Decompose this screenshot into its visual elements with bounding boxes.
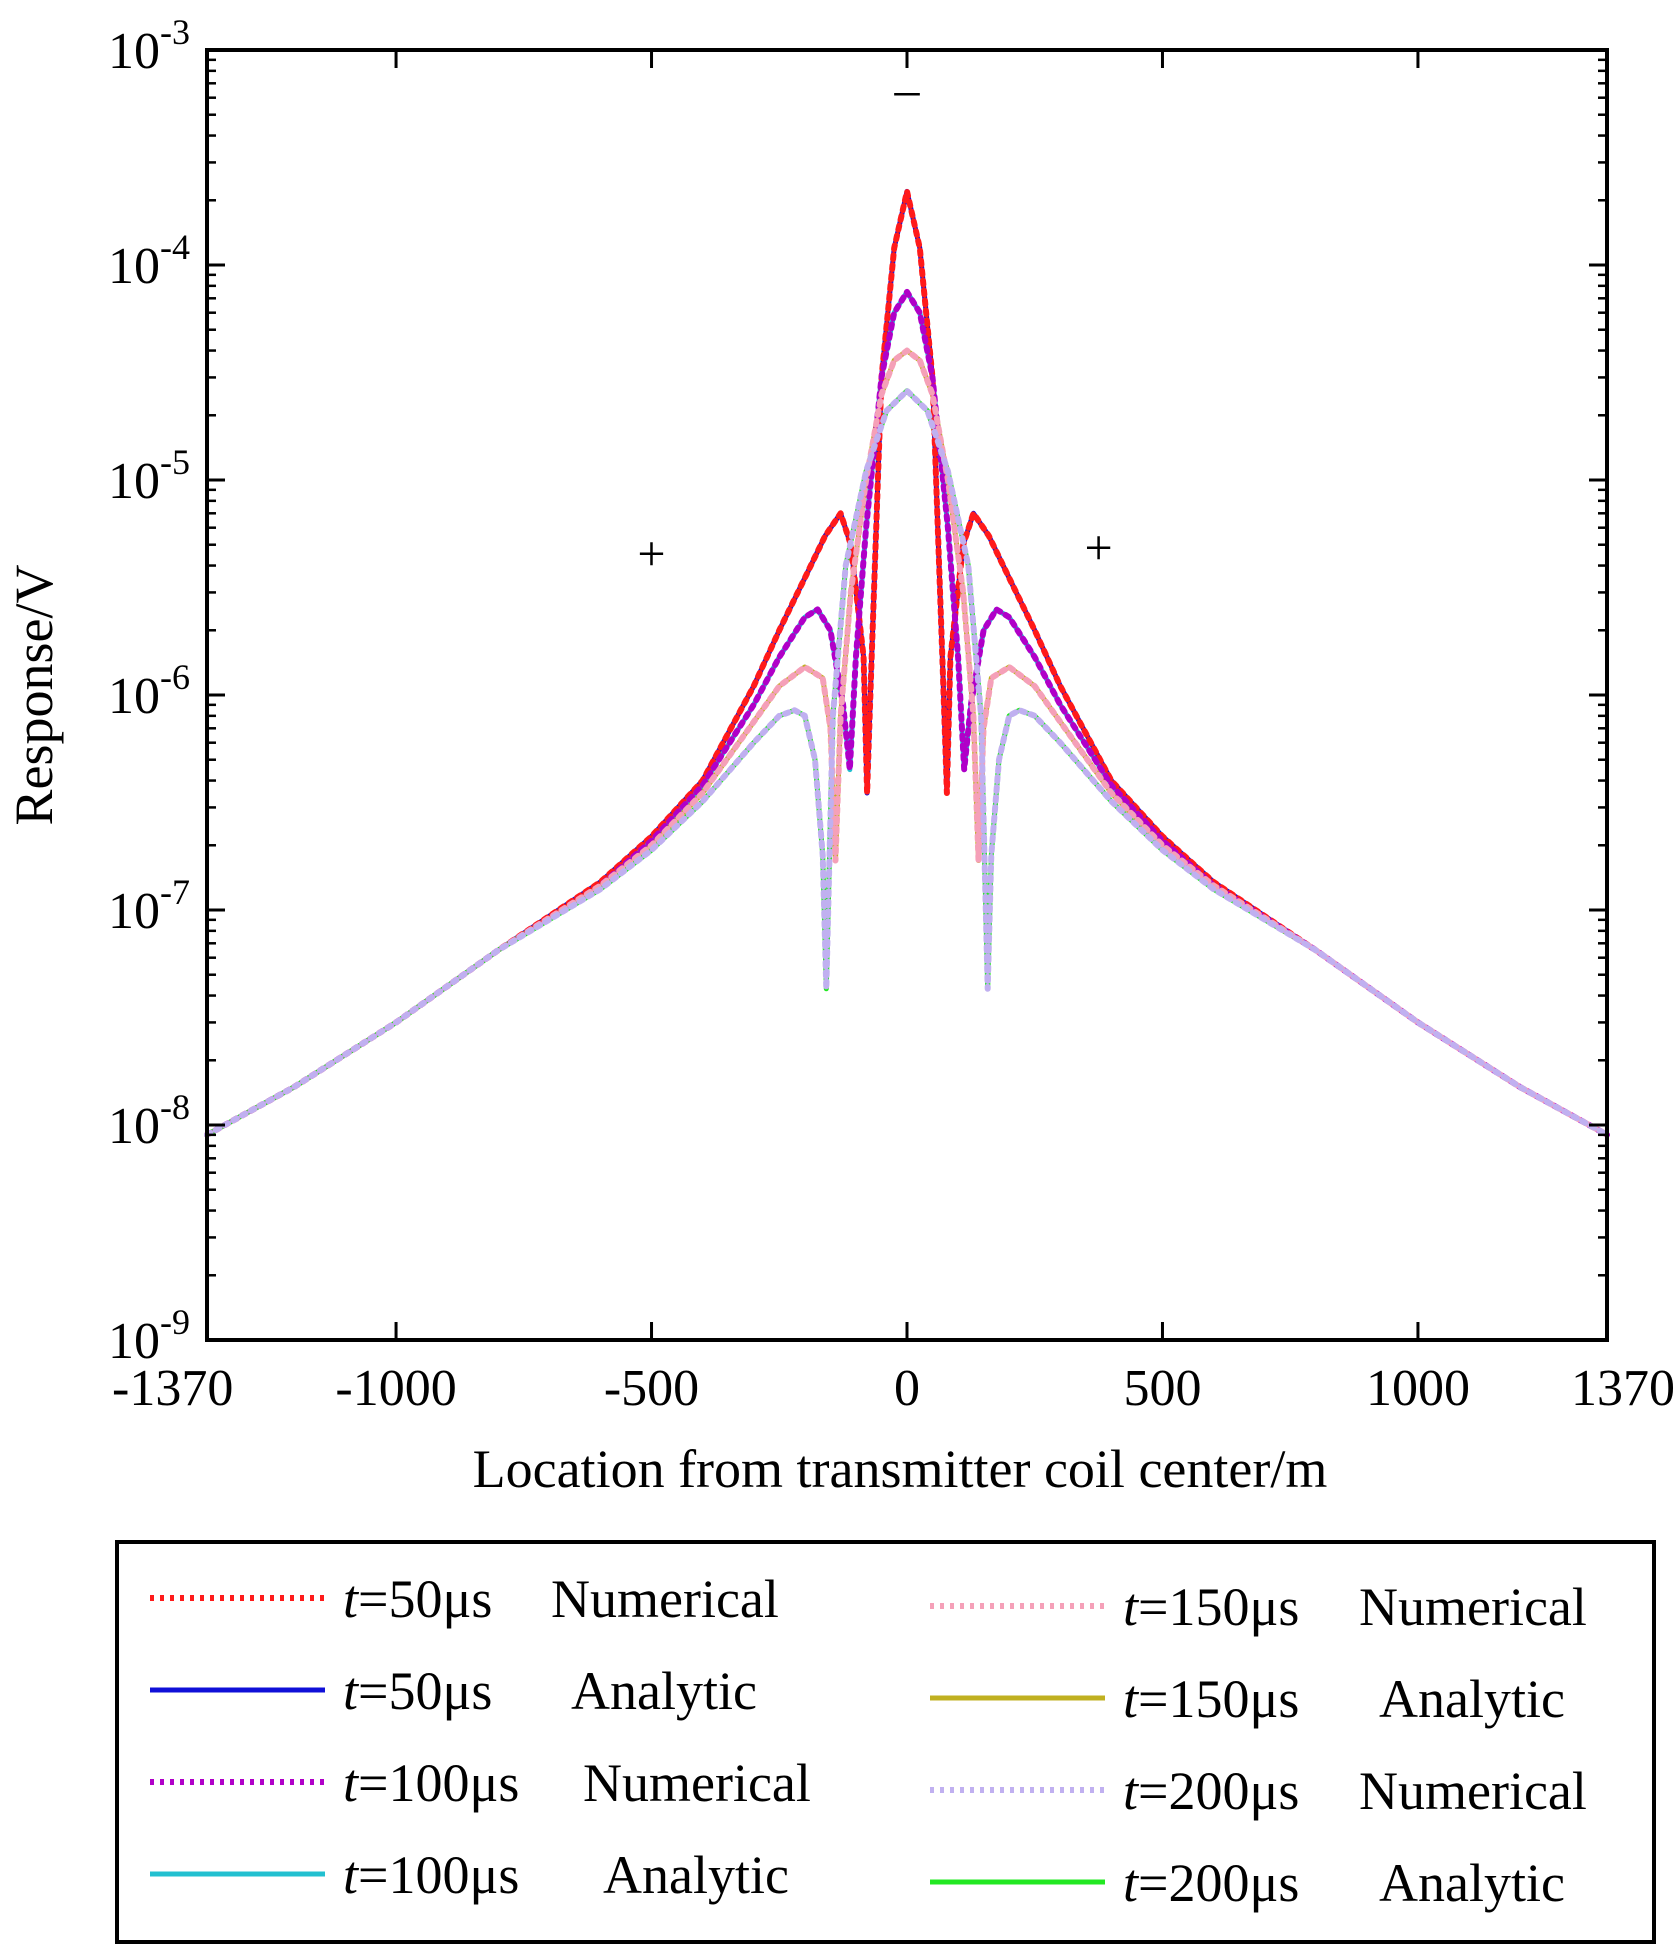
legend-method: Analytic [571, 1661, 757, 1721]
legend-time-symbol: t [1123, 1577, 1140, 1637]
series-line-t50-analytic [204, 188, 1610, 1138]
y-tick-exponent: -6 [160, 657, 190, 697]
plot-frame [205, 48, 1609, 1342]
legend-method: Numerical [1359, 1577, 1587, 1637]
legend-box [115, 1540, 1656, 1944]
x-tick-label: -1000 [335, 1360, 456, 1417]
legend-label: t=50μs [343, 1569, 492, 1629]
y-tick-label: 10-3 [108, 12, 190, 80]
legend-method: Numerical [1359, 1761, 1587, 1821]
series-line-t150-analytic [204, 348, 1610, 1138]
y-tick-base: 10 [108, 453, 160, 510]
x-tick-label: 500 [1123, 1360, 1201, 1417]
legend-time-symbol: t [343, 1845, 360, 1905]
x-axis-title: Location from transmitter coil center/m [473, 1439, 1328, 1499]
legend-time-value: =150μs [1138, 1577, 1299, 1637]
legend-time-value: =150μs [1138, 1669, 1299, 1729]
y-tick-exponent: -5 [160, 442, 190, 482]
y-tick-label: 10-7 [108, 872, 190, 940]
legend-time-value: =50μs [358, 1661, 492, 1721]
y-tick-base: 10 [108, 1098, 160, 1155]
x-tick-label: -500 [604, 1360, 699, 1417]
legend-time-symbol: t [343, 1753, 360, 1813]
legend-time-symbol: t [1123, 1853, 1140, 1913]
y-tick-base: 10 [108, 23, 160, 80]
series-line-t150-numerical [204, 347, 1610, 1138]
series-line-t50-numerical [204, 188, 1610, 1138]
legend-label: t=150μs [1123, 1577, 1299, 1637]
y-tick-exponent: -8 [160, 1087, 190, 1127]
legend-time-value: =200μs [1138, 1761, 1299, 1821]
y-tick-label: 10-4 [108, 227, 190, 295]
legend-method: Analytic [603, 1845, 789, 1905]
sign-annotation: + [637, 526, 665, 582]
annotation-layer: + – + [637, 61, 1112, 581]
legend-time-symbol: t [343, 1661, 360, 1721]
x-tick-label: -1370 [112, 1360, 233, 1417]
legend-time-value: =100μs [358, 1845, 519, 1905]
y-tick-exponent: -7 [160, 872, 190, 912]
y-axis-title: Response/V [4, 565, 64, 826]
legend-method: Numerical [583, 1753, 811, 1813]
y-tick-exponent: -9 [160, 1302, 190, 1342]
legend-time-symbol: t [1123, 1761, 1140, 1821]
legend-label: t=50μs [343, 1661, 492, 1721]
axes-layer: 10-910-810-710-610-510-410-3-1370 -1000 -5… [4, 12, 1674, 1499]
y-tick-base: 10 [108, 1313, 160, 1370]
legend-method: Numerical [551, 1569, 779, 1629]
legend-time-value: =50μs [358, 1569, 492, 1629]
legend-label: t=100μs [343, 1753, 519, 1813]
legend-label: t=200μs [1123, 1761, 1299, 1821]
series-line-t100-numerical [204, 288, 1610, 1138]
y-tick-label: 10-9 [108, 1302, 190, 1370]
legend-method: Analytic [1379, 1669, 1565, 1729]
x-tick-label: 1000 [1366, 1360, 1470, 1417]
y-tick-exponent: -3 [160, 12, 190, 52]
y-tick-base: 10 [108, 883, 160, 940]
series-layer [204, 188, 1610, 1138]
series-line-t200-numerical [204, 387, 1610, 1138]
legend-method: Analytic [1379, 1853, 1565, 1913]
y-tick-label: 10-6 [108, 657, 190, 725]
y-tick-base: 10 [108, 668, 160, 725]
x-tick-label: 1370 [1571, 1360, 1674, 1417]
legend-label: t=200μs [1123, 1853, 1299, 1913]
y-tick-label: 10-5 [108, 442, 190, 510]
y-tick-exponent: -4 [160, 227, 190, 267]
legend-label: t=100μs [343, 1845, 519, 1905]
legend-time-symbol: t [1123, 1669, 1140, 1729]
legend-time-symbol: t [343, 1569, 360, 1629]
series-line-t200-analytic [204, 388, 1610, 1138]
legend-time-value: =100μs [358, 1753, 519, 1813]
x-tick-label: 0 [894, 1360, 920, 1417]
y-tick-base: 10 [108, 238, 160, 295]
sign-annotation: + [1085, 520, 1113, 576]
y-tick-label: 10-8 [108, 1087, 190, 1155]
legend-time-value: =200μs [1138, 1853, 1299, 1913]
legend-label: t=150μs [1123, 1669, 1299, 1729]
sign-annotation: – [894, 61, 921, 117]
